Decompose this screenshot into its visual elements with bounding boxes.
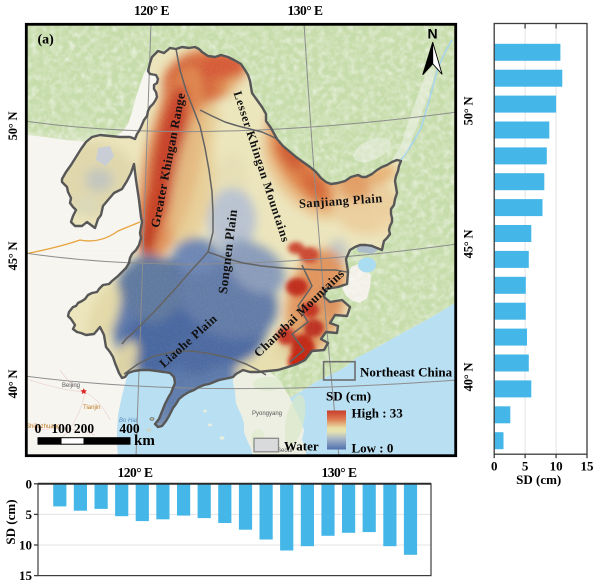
svg-text:Seoul: Seoul bbox=[277, 448, 292, 454]
svg-text:Sanjiang Plain: Sanjiang Plain bbox=[298, 191, 383, 211]
svg-text:(a): (a) bbox=[38, 33, 55, 48]
svg-text:Beijing: Beijing bbox=[62, 383, 80, 389]
svg-text:50° N: 50° N bbox=[6, 112, 20, 141]
svg-text:400: 400 bbox=[119, 421, 140, 436]
svg-text:120° E: 120° E bbox=[134, 3, 170, 18]
svg-text:High : 33: High : 33 bbox=[352, 406, 404, 421]
svg-text:100: 100 bbox=[51, 421, 72, 436]
svg-text:15: 15 bbox=[581, 459, 595, 474]
svg-text:40° N: 40° N bbox=[6, 370, 20, 399]
svg-text:10: 10 bbox=[550, 459, 563, 474]
svg-text:0: 0 bbox=[491, 459, 498, 474]
svg-text:km: km bbox=[134, 433, 155, 449]
svg-text:SD (cm): SD (cm) bbox=[326, 389, 371, 404]
svg-text:0: 0 bbox=[35, 421, 42, 436]
svg-text:130° E: 130° E bbox=[287, 3, 323, 18]
svg-text:0: 0 bbox=[26, 476, 33, 491]
svg-text:N: N bbox=[428, 26, 438, 42]
svg-text:5: 5 bbox=[26, 507, 33, 522]
svg-text:45° N: 45° N bbox=[462, 230, 476, 259]
svg-text:10: 10 bbox=[19, 538, 32, 553]
svg-text:Shijiazhuang: Shijiazhuang bbox=[26, 424, 60, 430]
svg-text:120° E: 120° E bbox=[117, 465, 153, 480]
svg-text:Low : 0: Low : 0 bbox=[352, 441, 394, 456]
svg-text:Tianjin: Tianjin bbox=[83, 405, 100, 411]
svg-text:45° N: 45° N bbox=[6, 242, 20, 271]
svg-text:SD (cm): SD (cm) bbox=[3, 499, 18, 544]
svg-text:200: 200 bbox=[74, 421, 95, 436]
svg-text:130° E: 130° E bbox=[321, 465, 357, 480]
svg-text:Water: Water bbox=[284, 439, 319, 454]
svg-text:50° N: 50° N bbox=[462, 97, 476, 126]
svg-text:Northeast China: Northeast China bbox=[360, 365, 453, 380]
svg-text:15: 15 bbox=[19, 568, 33, 583]
svg-text:40° N: 40° N bbox=[462, 363, 476, 392]
svg-text:SD (cm): SD (cm) bbox=[516, 472, 561, 487]
svg-text:5: 5 bbox=[522, 459, 529, 474]
svg-text:Pyongyang: Pyongyang bbox=[252, 411, 282, 417]
svg-text:Bo Hai: Bo Hai bbox=[119, 418, 138, 424]
